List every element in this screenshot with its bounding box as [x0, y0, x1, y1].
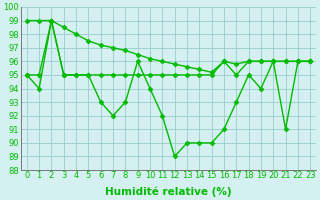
- X-axis label: Humidité relative (%): Humidité relative (%): [105, 186, 232, 197]
